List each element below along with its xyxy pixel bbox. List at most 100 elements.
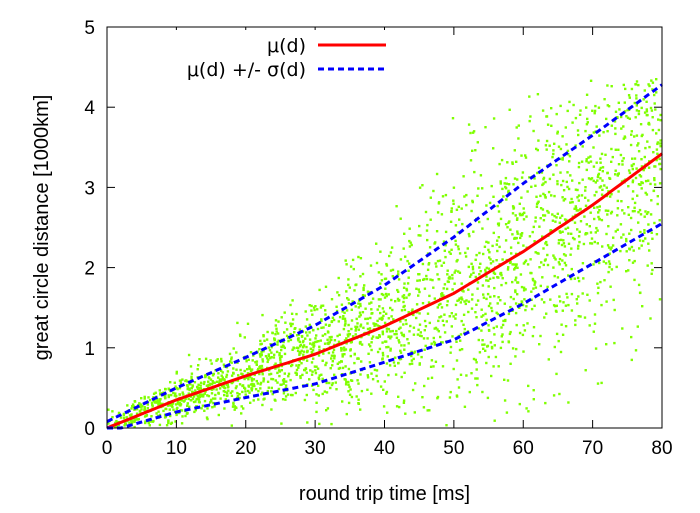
scatter-point [412,326,416,329]
scatter-point [417,294,420,297]
scatter-point [201,404,205,407]
scatter-point [542,192,545,196]
scatter-point [244,390,247,393]
scatter-point [457,247,460,251]
scatter-point [349,388,352,391]
scatter-point [385,392,388,395]
scatter-point [432,189,435,193]
scatter-point [416,279,419,282]
scatter-point [330,422,333,426]
scatter-point [278,356,282,360]
scatter-point [212,372,215,376]
scatter-point [169,422,173,425]
scatter-point [611,155,614,159]
scatter-point [638,208,642,212]
scatter-point [582,277,585,280]
scatter-point [246,368,249,371]
scatter-point [514,252,518,256]
scatter-point [381,330,384,333]
scatter-point [450,312,453,315]
scatter-point [266,380,270,383]
scatter-point [179,379,182,382]
scatter-point [501,187,504,191]
scatter-point [261,391,264,394]
scatter-point [150,401,154,405]
scatter-point [257,389,260,393]
scatter-point [187,392,190,395]
scatter-point [467,310,470,314]
scatter-point [299,375,302,378]
scatter-point [635,94,638,97]
scatter-point [284,398,287,401]
scatter-point [302,353,305,356]
scatter-point [493,333,496,336]
scatter-point [534,251,537,254]
scatter-point [522,324,525,327]
scatter-point [403,371,406,374]
scatter-point [210,362,213,365]
scatter-point [574,323,577,327]
scatter-point [512,183,515,186]
scatter-point [408,245,412,248]
scatter-point [211,374,215,377]
scatter-point [320,319,323,322]
scatter-point [258,348,261,351]
scatter-point [541,235,544,238]
scatter-point [403,348,406,351]
scatter-point [280,422,283,425]
scatter-point [218,381,221,385]
scatter-point [311,370,314,373]
scatter-point [597,172,601,176]
scatter-point [324,363,327,367]
scatter-point [321,304,325,307]
scatter-point [259,339,262,343]
scatter-point [507,266,510,269]
scatter-point [150,415,153,418]
scatter-point [431,278,434,282]
scatter-point [626,116,630,119]
scatter-point [348,393,352,396]
scatter-point [538,266,541,269]
scatter-point [430,359,434,362]
scatter-point [397,270,400,273]
scatter-point [219,397,222,400]
scatter-point [465,299,468,302]
scatter-point [376,336,380,339]
scatter-point [651,81,655,84]
scatter-point [536,201,539,204]
scatter-point [354,325,357,328]
scatter-point [395,329,398,333]
scatter-point [184,414,187,418]
scatter-point [408,362,412,366]
scatter-point [622,83,625,87]
scatter-point [643,231,646,234]
scatter-point [340,349,343,352]
scatter-point [223,378,226,381]
scatter-point [554,258,557,261]
scatter-point [152,396,155,399]
scatter-point [199,387,202,390]
scatter-point [199,384,202,387]
scatter-point [143,406,146,409]
scatter-point [235,351,238,354]
scatter-point [492,271,496,275]
scatter-point [640,187,643,190]
scatter-point [223,407,226,410]
scatter-point [540,171,544,174]
scatter-point [447,280,450,284]
scatter-point [651,268,654,272]
scatter-point [633,278,636,282]
scatter-point [380,273,383,276]
scatter-point [460,296,463,299]
scatter-point [566,109,569,113]
scatter-point [378,325,381,328]
scatter-point [605,186,608,189]
scatter-point [196,386,199,389]
scatter-point [298,340,301,343]
scatter-point [302,350,306,353]
scatter-point [609,248,612,251]
scatter-point [164,415,167,419]
scatter-point [278,352,281,355]
scatter-point [656,152,659,155]
scatter-point [616,207,620,210]
